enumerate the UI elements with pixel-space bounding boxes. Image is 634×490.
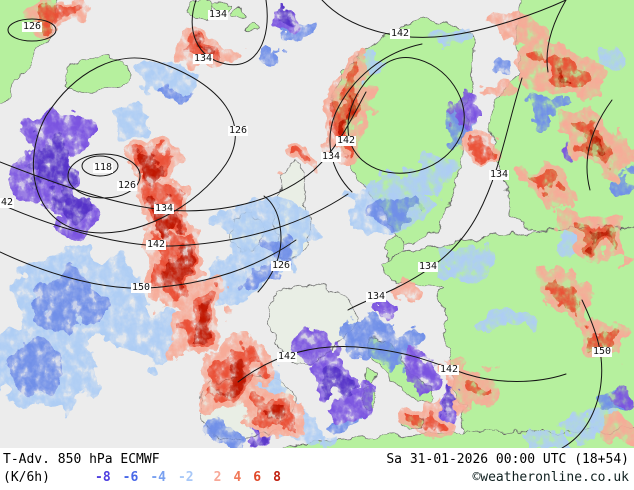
legend-value: -2 [177, 470, 194, 485]
weather-map: 126 134 134 142 126 142 134 118 126 134 42 142 150 12… [0, 0, 634, 448]
legend-value: 8 [273, 470, 281, 485]
legend-value: -8 [95, 470, 111, 485]
map-canvas [0, 0, 634, 448]
legend-value: -4 [150, 470, 166, 485]
legend-value: 6 [253, 470, 262, 485]
chart-footer: T-Adv. 850 hPa ECMWF (K/6h) Sa 31-01-202… [0, 448, 634, 490]
chart-units: (K/6h) [3, 470, 50, 485]
chart-title: T-Adv. 850 hPa ECMWF [3, 452, 160, 467]
legend-value: -6 [122, 470, 139, 485]
legend-value: 4 [233, 470, 242, 485]
land-corsica [362, 367, 374, 385]
advection-layer [0, 0, 634, 448]
copyright: ©weatheronline.co.uk [472, 470, 629, 485]
land-svalbard [185, 0, 215, 20]
land-iceland [62, 56, 131, 92]
valid-time: Sa 31-01-2026 00:00 UTC (18+54) [386, 452, 629, 467]
legend-value: 2 [213, 470, 222, 485]
color-scale-legend: -8 -6 -4 -2 2 4 6 8 [95, 470, 281, 485]
